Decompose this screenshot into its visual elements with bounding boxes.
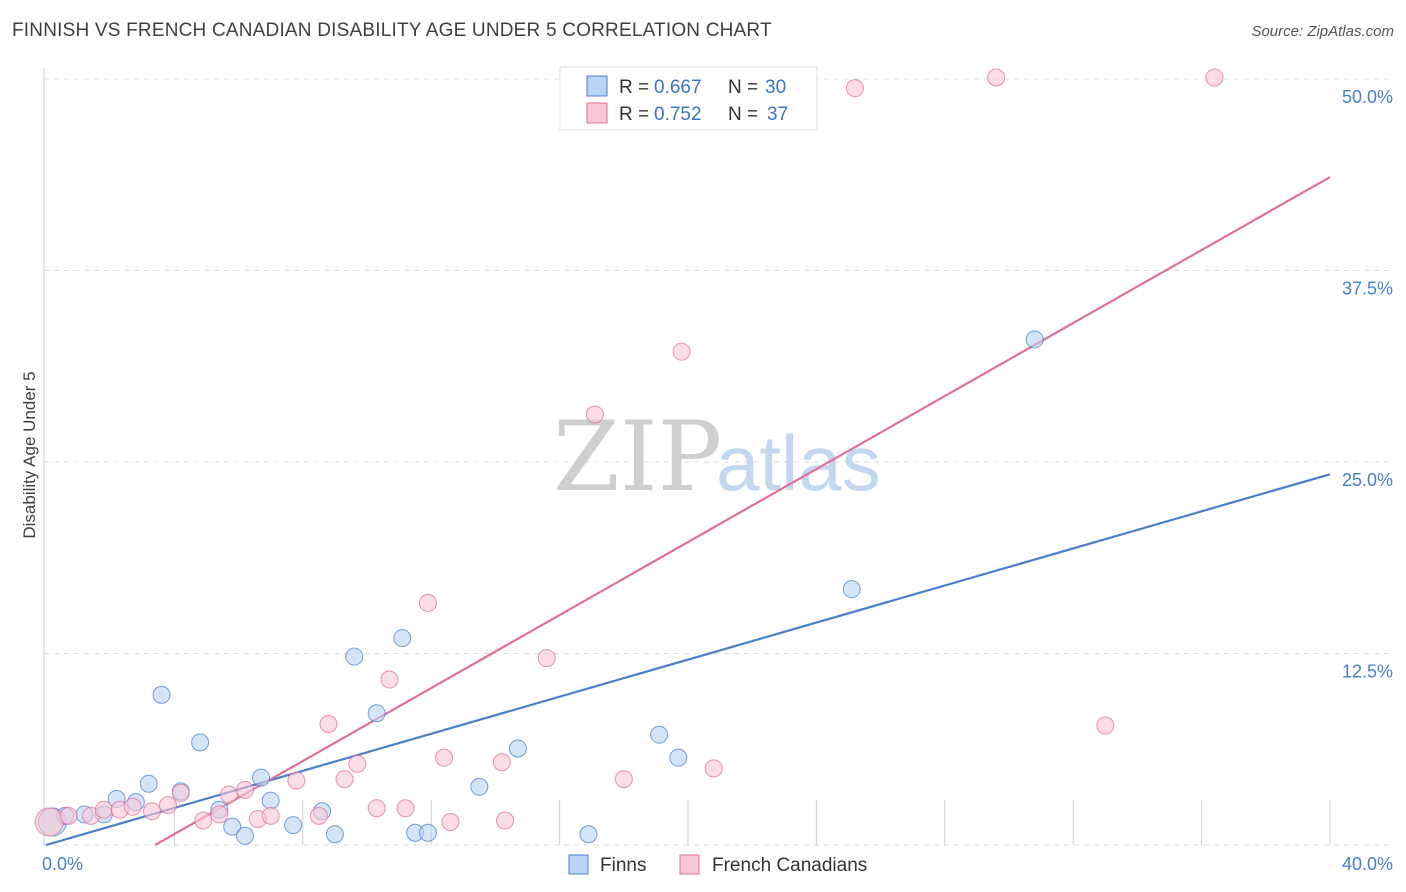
point-finns-6 — [139, 774, 158, 793]
y-tick-label-1: 25.0% — [1342, 470, 1393, 490]
bottom-legend-french: French Canadians — [712, 855, 867, 876]
point-french-35 — [1096, 716, 1115, 735]
trend-line-french — [154, 176, 1331, 846]
data-points — [34, 68, 1224, 845]
bottom-legend-swatch-finns — [568, 854, 589, 875]
bottom-legend-swatch-french — [679, 854, 700, 875]
y-tick-labels: 12.5% 25.0% 37.5% 50.0% — [1342, 87, 1393, 682]
point-french-5 — [123, 797, 142, 816]
point-french-19 — [348, 754, 367, 773]
point-finns-7 — [152, 685, 171, 704]
point-french-30 — [614, 770, 633, 789]
point-french-6 — [142, 802, 161, 821]
legend-finns-n-label: N = — [728, 77, 758, 98]
point-finns-22 — [418, 823, 437, 842]
point-french-23 — [418, 593, 437, 612]
point-finns-17 — [325, 825, 344, 844]
point-french-7 — [158, 796, 177, 815]
stats-legend: R = 0.667 N = 30 R = 0.752 N = 37 — [559, 66, 818, 131]
point-finns-13 — [252, 768, 271, 787]
point-french-3 — [94, 800, 113, 819]
legend-finns-r-label: R = — [619, 77, 649, 98]
point-french-31 — [672, 342, 691, 361]
point-french-18 — [335, 770, 354, 789]
point-french-9 — [194, 811, 213, 830]
chart-title: FINNISH VS FRENCH CANADIAN DISABILITY AG… — [12, 20, 772, 41]
legend-french-n-value: 37 — [767, 104, 788, 125]
series-legend: Finns French Canadians — [568, 854, 867, 876]
point-french-28 — [537, 649, 556, 668]
point-french-27 — [496, 811, 515, 830]
point-french-8 — [171, 783, 190, 802]
x-minor-ticks — [173, 800, 1331, 845]
legend-french-r-value: 0.752 — [654, 104, 702, 125]
point-finns-11 — [223, 817, 242, 836]
point-finns-19 — [367, 704, 386, 723]
point-finns-26 — [650, 725, 669, 744]
y-tick-label-3: 50.0% — [1342, 87, 1393, 107]
point-french-33 — [845, 79, 864, 98]
point-finns-27 — [669, 748, 688, 767]
point-finns-20 — [393, 629, 412, 648]
y-axis-label: Disability Age Under 5 — [20, 371, 39, 538]
legend-finns-r-value: 0.667 — [654, 77, 702, 98]
point-finns-18 — [345, 647, 364, 666]
point-french-34 — [987, 68, 1006, 87]
point-finns-28 — [842, 580, 861, 599]
point-french-32 — [704, 759, 723, 778]
point-finns-24 — [508, 739, 527, 758]
point-french-0 — [34, 807, 64, 837]
y-tick-label-2: 37.5% — [1342, 279, 1393, 299]
point-french-14 — [261, 806, 280, 825]
point-french-1 — [59, 806, 78, 825]
point-french-24 — [435, 748, 454, 767]
point-french-12 — [236, 780, 255, 799]
point-finns-9 — [191, 733, 210, 752]
y-tick-label-0: 12.5% — [1342, 662, 1393, 682]
point-french-17 — [319, 714, 338, 733]
point-finns-14 — [261, 791, 280, 810]
x-tick-labels: 0.0% 40.0% — [42, 854, 1393, 874]
x-tick-label-1: 40.0% — [1342, 854, 1393, 874]
point-finns-23 — [470, 777, 489, 796]
point-finns-15 — [284, 816, 303, 835]
point-french-29 — [585, 405, 604, 424]
watermark: ZIP atlas — [553, 401, 881, 513]
point-french-20 — [367, 799, 386, 818]
point-french-26 — [492, 753, 511, 772]
point-finns-25 — [579, 825, 598, 844]
point-french-25 — [441, 813, 460, 832]
bottom-legend-finns: Finns — [600, 855, 646, 876]
x-tick-label-0: 0.0% — [42, 854, 83, 874]
legend-french-n-label: N = — [728, 104, 758, 125]
point-french-10 — [210, 805, 229, 824]
legend-swatch-french — [586, 102, 608, 124]
source-label: Source: ZipAtlas.com — [1251, 23, 1394, 40]
legend-finns-n-value: 30 — [765, 77, 786, 98]
watermark-zip: ZIP — [553, 401, 722, 513]
point-french-22 — [396, 799, 415, 818]
watermark-atlas: atlas — [716, 419, 881, 507]
point-french-11 — [219, 785, 238, 804]
point-finns-12 — [236, 826, 255, 845]
point-french-15 — [287, 771, 306, 790]
point-french-16 — [309, 806, 328, 825]
point-french-21 — [380, 670, 399, 689]
legend-french-r-label: R = — [619, 104, 649, 125]
legend-swatch-finns — [586, 75, 608, 97]
point-french-36 — [1205, 68, 1224, 87]
point-finns-29 — [1025, 330, 1044, 349]
